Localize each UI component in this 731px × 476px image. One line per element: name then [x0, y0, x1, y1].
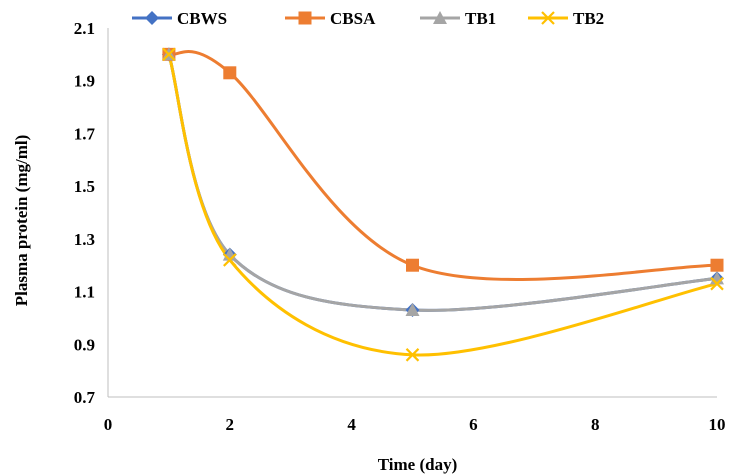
legend-marker-cbsa	[298, 11, 312, 25]
x-tick-labels: 0 2 4 6 8 10	[104, 415, 726, 434]
series-lines	[167, 50, 718, 357]
y-tick-labels: 0.7 0.9 1.1 1.3 1.5 1.7 1.9 2.1	[74, 19, 96, 407]
y-tick-label: 2.1	[74, 19, 95, 38]
x-tick-label: 0	[104, 415, 113, 434]
x-tick-label: 8	[591, 415, 600, 434]
x-axis-title: Time (day)	[378, 455, 458, 474]
y-axis-title: Plasma protein (mg/ml)	[12, 135, 31, 307]
legend-label-tb1: TB1	[465, 9, 496, 28]
legend-label-tb2: TB2	[573, 9, 604, 28]
data-point-tb2	[223, 253, 237, 267]
y-tick-label: 0.9	[74, 335, 95, 354]
data-point-cbsa	[710, 258, 724, 272]
x-tick-label: 4	[347, 415, 356, 434]
data-point-tb2	[162, 47, 176, 62]
y-tick-label: 1.7	[74, 124, 96, 143]
data-point-tb2	[710, 276, 724, 291]
data-point-tb2	[405, 348, 420, 362]
legend-label-cbws: CBWS	[177, 9, 227, 28]
legend: CBWS CBSA TB1 TB2	[132, 9, 604, 28]
y-tick-label: 1.5	[74, 177, 95, 196]
legend-label-cbsa: CBSA	[330, 9, 376, 28]
axes	[107, 28, 717, 398]
x-tick-label: 10	[709, 415, 726, 434]
legend-marker-tb2	[541, 11, 555, 25]
series-line-cbsa	[168, 50, 718, 281]
x-tick-label: 6	[469, 415, 478, 434]
y-tick-label: 1.1	[74, 283, 95, 302]
series-markers	[161, 47, 724, 362]
legend-marker-tb1	[433, 11, 447, 24]
data-point-cbsa	[223, 66, 237, 80]
data-point-tb1	[405, 303, 420, 317]
y-tick-label: 1.3	[74, 230, 95, 249]
x-tick-label: 2	[226, 415, 235, 434]
legend-marker-cbws	[145, 11, 159, 25]
y-tick-label: 1.9	[74, 72, 95, 91]
y-tick-label: 0.7	[74, 388, 96, 407]
series-line-tb2	[167, 53, 718, 357]
data-point-cbsa	[406, 258, 419, 272]
